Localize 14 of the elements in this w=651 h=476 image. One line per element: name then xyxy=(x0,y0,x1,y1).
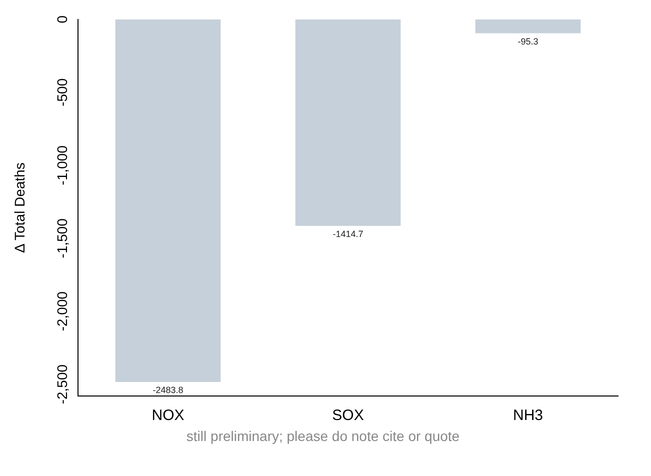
data-label: -2483.8 xyxy=(152,384,184,395)
x-tick-label: SOX xyxy=(332,407,364,424)
text: still preliminary; please do note cite or quote xyxy=(185,428,461,444)
y-tick-label: -2,000 xyxy=(54,291,70,332)
data-label: -95.3 xyxy=(518,36,538,46)
y-tick-label: -1,500 xyxy=(54,218,70,258)
y-axis-title: Δ Total Deaths xyxy=(11,162,28,253)
y-tick-label: -2,500 xyxy=(54,364,70,404)
y-tick-label: 0 xyxy=(54,15,70,24)
x-tick-label: NOX xyxy=(152,407,184,424)
y-tick-label: -500 xyxy=(54,78,70,106)
x-tick-label: NH3 xyxy=(512,407,544,424)
data-label: -1414.7 xyxy=(332,228,364,239)
y-tick-label: -1,000 xyxy=(54,145,70,186)
